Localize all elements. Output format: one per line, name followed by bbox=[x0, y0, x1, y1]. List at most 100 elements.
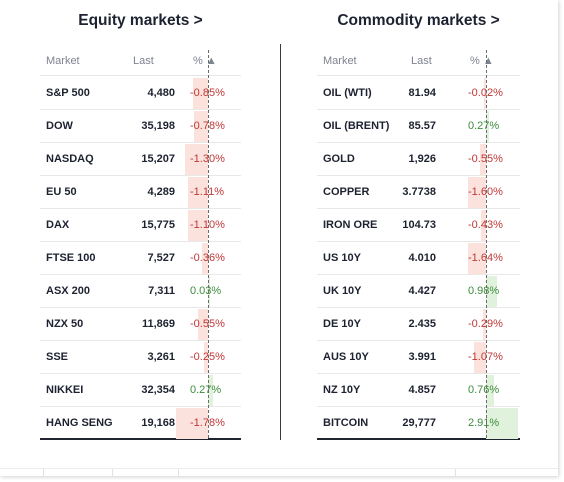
market-name[interactable]: OIL (BRENT) bbox=[323, 120, 390, 132]
footer-tick bbox=[455, 469, 456, 476]
percent-change: -1.60% bbox=[468, 186, 503, 198]
market-name[interactable]: SSE bbox=[46, 351, 69, 363]
change-bar bbox=[474, 342, 486, 373]
table-row[interactable]: DOW 35,198 -0.78% bbox=[40, 110, 241, 143]
table-row[interactable]: DE 10Y 2.435 -0.29% bbox=[317, 308, 520, 341]
table-row[interactable]: AUS 10Y 3.991 -1.07% bbox=[317, 341, 520, 374]
percent-change: -0.55% bbox=[468, 153, 503, 165]
last-price: 7,527 bbox=[147, 252, 175, 264]
market-name[interactable]: HANG SENG bbox=[46, 417, 113, 429]
percent-column-header[interactable]: % ▲ bbox=[193, 55, 217, 67]
table-row[interactable]: GOLD 1,926 -0.55% bbox=[317, 143, 520, 176]
market-name[interactable]: US 10Y bbox=[323, 252, 361, 264]
table-row[interactable]: FTSE 100 7,527 -0.36% bbox=[40, 242, 241, 275]
table-row[interactable]: NASDAQ 15,207 -1.30% bbox=[40, 143, 241, 176]
market-name[interactable]: NASDAQ bbox=[46, 153, 94, 165]
table-row[interactable]: OIL (WTI) 81.94 -0.02% bbox=[317, 77, 520, 110]
footer-divider bbox=[0, 468, 558, 469]
table-row[interactable]: BITCOIN 29,777 2.91% bbox=[317, 407, 520, 440]
table-row[interactable]: HANG SENG 19,168 -1.78% bbox=[40, 407, 241, 440]
percent-change: -0.02% bbox=[468, 87, 503, 99]
market-column-header[interactable]: Market bbox=[46, 55, 80, 67]
percent-change: -1.78% bbox=[190, 417, 225, 429]
last-column-header[interactable]: Last bbox=[411, 55, 432, 67]
last-price: 81.94 bbox=[408, 87, 436, 99]
market-name[interactable]: DE 10Y bbox=[323, 318, 361, 330]
percent-change: -0.36% bbox=[190, 252, 225, 264]
market-name[interactable]: NIKKEI bbox=[46, 384, 84, 396]
change-bar bbox=[192, 78, 208, 109]
last-price: 4,289 bbox=[147, 186, 175, 198]
market-name[interactable]: IRON ORE bbox=[323, 219, 378, 231]
percent-change: 2.91% bbox=[468, 417, 500, 429]
last-price: 4,480 bbox=[147, 87, 175, 99]
last-price: 4.010 bbox=[408, 252, 436, 264]
footer-tick bbox=[178, 469, 179, 476]
table-row[interactable]: IRON ORE 104.73 -0.43% bbox=[317, 209, 520, 242]
table-row[interactable]: SSE 3,261 -0.25% bbox=[40, 341, 241, 374]
percent-change: -0.85% bbox=[190, 87, 225, 99]
change-bar bbox=[467, 243, 486, 274]
market-name[interactable]: S&P 500 bbox=[46, 87, 90, 99]
table-row[interactable]: EU 50 4,289 -1.11% bbox=[40, 176, 241, 209]
last-price: 3.7738 bbox=[402, 186, 436, 198]
commodity-zero-line bbox=[486, 50, 487, 438]
market-name[interactable]: NZ 10Y bbox=[323, 384, 361, 396]
market-name[interactable]: ASX 200 bbox=[46, 285, 91, 297]
last-price: 29,777 bbox=[402, 417, 436, 429]
markets-card: Equity markets > Market Last % ▲ S&P 500… bbox=[0, 12, 558, 476]
change-bar bbox=[188, 210, 208, 241]
table-row[interactable]: OIL (BRENT) 85.57 0.27% bbox=[317, 110, 520, 143]
change-bar bbox=[201, 243, 208, 274]
table-row[interactable]: DAX 15,775 -1.10% bbox=[40, 209, 241, 242]
table-row[interactable]: COPPER 3.7738 -1.60% bbox=[317, 176, 520, 209]
percent-change: 0.27% bbox=[468, 120, 500, 132]
market-name[interactable]: AUS 10Y bbox=[323, 351, 369, 363]
percent-change: -1.07% bbox=[468, 351, 503, 363]
last-price: 19,168 bbox=[141, 417, 175, 429]
last-price: 35,198 bbox=[141, 120, 175, 132]
commodity-markets-link[interactable]: Commodity markets > bbox=[337, 12, 500, 29]
last-price: 104.73 bbox=[402, 219, 436, 231]
change-bar bbox=[188, 177, 208, 208]
last-price: 11,869 bbox=[141, 318, 175, 330]
table-row[interactable]: UK 10Y 4.427 0.98% bbox=[317, 275, 520, 308]
equity-markets-link[interactable]: Equity markets > bbox=[78, 12, 203, 29]
market-name[interactable]: OIL (WTI) bbox=[323, 87, 372, 99]
change-bar bbox=[468, 177, 486, 208]
percent-change: -0.43% bbox=[468, 219, 503, 231]
percent-change: -0.78% bbox=[190, 120, 225, 132]
market-name[interactable]: GOLD bbox=[323, 153, 355, 165]
market-name[interactable]: NZX 50 bbox=[46, 318, 84, 330]
market-name[interactable]: BITCOIN bbox=[323, 417, 369, 429]
change-bar bbox=[203, 342, 208, 373]
market-name[interactable]: COPPER bbox=[323, 186, 370, 198]
change-bar bbox=[486, 111, 489, 142]
percent-change: 0.27% bbox=[190, 384, 222, 396]
table-row[interactable]: US 10Y 4.010 -1.64% bbox=[317, 242, 520, 275]
change-bar bbox=[486, 408, 518, 439]
market-name[interactable]: FTSE 100 bbox=[46, 252, 96, 264]
table-row[interactable]: S&P 500 4,480 -0.85% bbox=[40, 77, 241, 110]
last-price: 32,354 bbox=[141, 384, 175, 396]
percent-change: -1.30% bbox=[190, 153, 225, 165]
change-bar bbox=[482, 309, 486, 340]
table-row[interactable]: ASX 200 7,311 0.03% bbox=[40, 275, 241, 308]
table-row[interactable]: NIKKEI 32,354 0.27% bbox=[40, 374, 241, 407]
percent-column-header[interactable]: % ▲ bbox=[470, 55, 494, 67]
footer-tick bbox=[43, 469, 44, 476]
market-name[interactable]: UK 10Y bbox=[323, 285, 362, 297]
market-name[interactable]: DOW bbox=[46, 120, 73, 132]
market-name[interactable]: DAX bbox=[46, 219, 70, 231]
table-row[interactable]: NZ 10Y 4.857 0.76% bbox=[317, 374, 520, 407]
percent-change: -0.55% bbox=[190, 318, 225, 330]
market-name[interactable]: EU 50 bbox=[46, 186, 77, 198]
change-bar bbox=[175, 408, 208, 439]
last-column-header[interactable]: Last bbox=[133, 55, 154, 67]
last-price: 85.57 bbox=[408, 120, 436, 132]
change-bar bbox=[479, 144, 486, 175]
change-bar bbox=[486, 276, 497, 307]
percent-change: -0.25% bbox=[190, 351, 225, 363]
table-row[interactable]: NZX 50 11,869 -0.55% bbox=[40, 308, 241, 341]
market-column-header[interactable]: Market bbox=[323, 55, 357, 67]
